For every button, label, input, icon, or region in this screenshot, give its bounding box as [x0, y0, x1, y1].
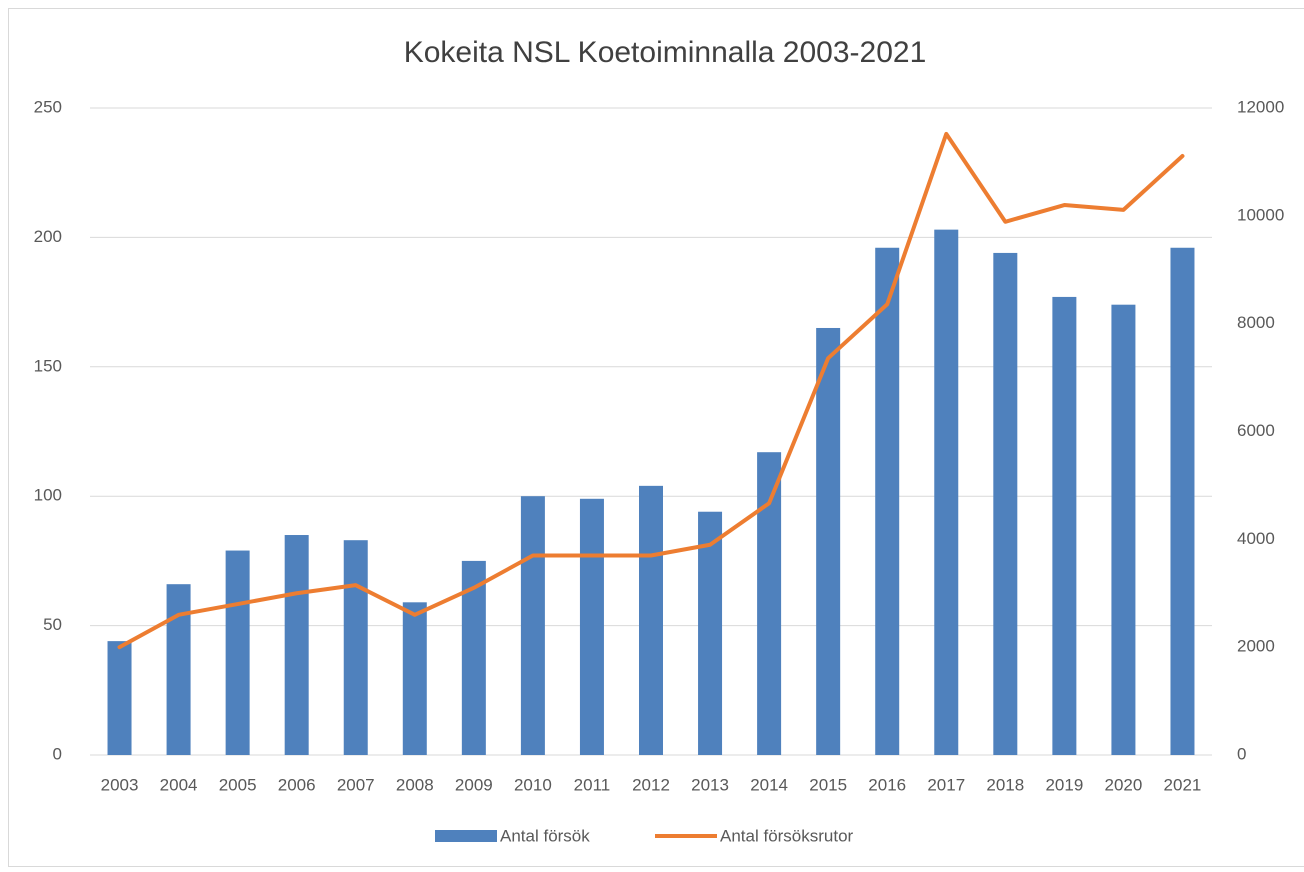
y-tick-label: 0 [53, 744, 62, 763]
bar [520, 496, 545, 755]
bar [1170, 247, 1195, 755]
x-tick-label: 2015 [809, 775, 847, 794]
x-tick-label: 2010 [514, 775, 552, 794]
x-tick-label: 2019 [1045, 775, 1083, 794]
bar [1111, 304, 1136, 755]
x-tick-label: 2011 [574, 775, 611, 794]
y2-tick-label: 6000 [1237, 421, 1275, 440]
x-tick-label: 2007 [337, 775, 375, 794]
bar [107, 641, 132, 755]
y2-tick-label: 10000 [1237, 205, 1284, 224]
legend-swatch [435, 830, 497, 842]
y-tick-label: 100 [34, 486, 62, 505]
y-tick-label: 150 [34, 356, 62, 375]
y2-tick-label: 0 [1237, 744, 1246, 763]
bar [166, 584, 191, 755]
bar [284, 535, 309, 755]
x-tick-label: 2008 [396, 775, 434, 794]
x-tick-label: 2004 [160, 775, 198, 794]
y2-tick-label: 4000 [1237, 529, 1275, 548]
bar [225, 550, 250, 755]
x-tick-label: 2018 [986, 775, 1024, 794]
x-tick-label: 2020 [1105, 775, 1143, 794]
x-tick-label: 2005 [219, 775, 257, 794]
y-tick-label: 200 [34, 227, 62, 246]
bar [757, 452, 782, 755]
legend-label: Antal försöksrutor [720, 826, 854, 845]
y2-tick-label: 2000 [1237, 637, 1275, 656]
bar [579, 498, 604, 755]
x-tick-label: 2006 [278, 775, 316, 794]
bar [1052, 296, 1077, 755]
x-tick-label: 2017 [927, 775, 965, 794]
x-tick-label: 2003 [101, 775, 139, 794]
x-tick-label: 2012 [632, 775, 670, 794]
y2-tick-label: 12000 [1237, 97, 1284, 116]
x-tick-label: 2021 [1164, 775, 1202, 794]
bar [816, 327, 841, 755]
y-tick-label: 250 [34, 97, 62, 116]
bar [698, 511, 723, 755]
y-tick-label: 50 [43, 615, 62, 634]
bar [639, 485, 663, 755]
y2-tick-label: 8000 [1237, 313, 1275, 332]
bar [343, 540, 368, 755]
bar [402, 602, 427, 755]
line [117, 131, 1185, 650]
bar [875, 247, 900, 755]
bar [993, 252, 1018, 756]
x-tick-label: 2009 [455, 775, 493, 794]
x-tick-label: 2014 [750, 775, 788, 794]
bar [934, 229, 959, 756]
chart-title: Kokeita NSL Koetoiminnalla 2003-2021 [404, 36, 927, 69]
legend-label: Antal försök [500, 826, 590, 845]
x-tick-label: 2013 [691, 775, 729, 794]
x-tick-label: 2016 [868, 775, 906, 794]
